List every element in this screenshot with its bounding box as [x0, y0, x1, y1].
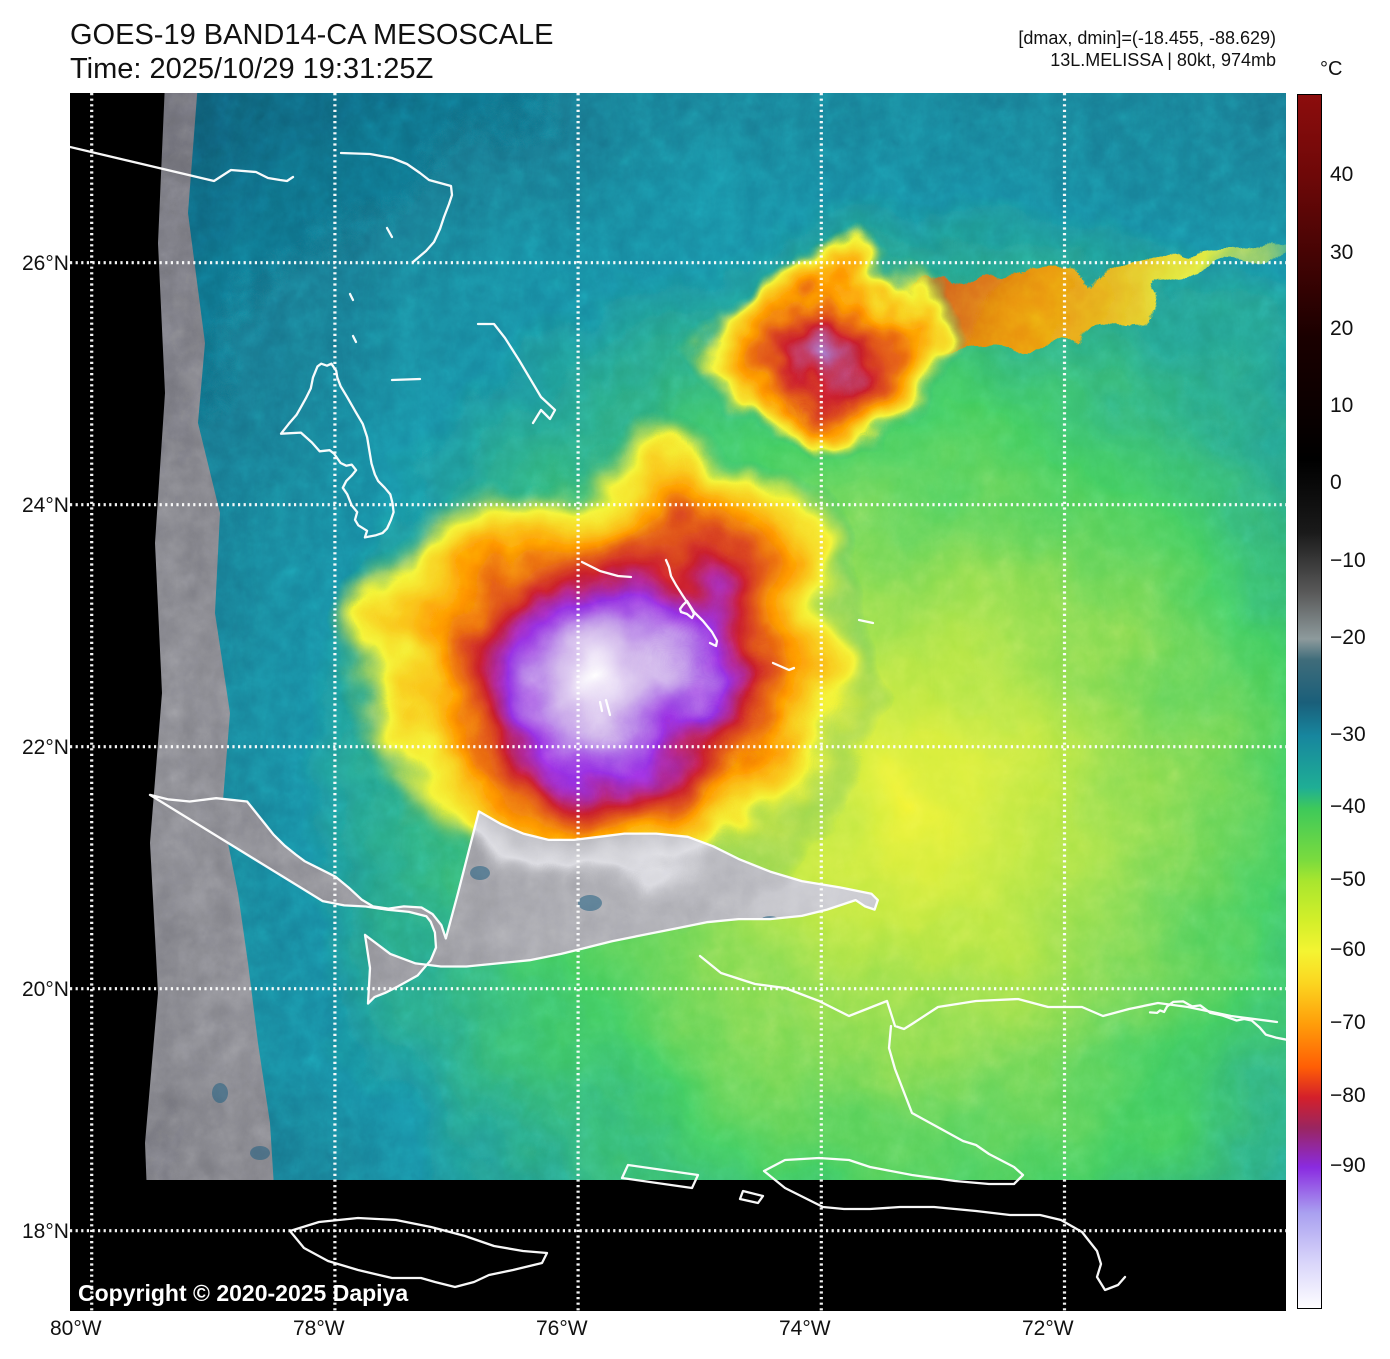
svg-text:Copyright © 2020-2025 Dapiya: Copyright © 2020-2025 Dapiya — [78, 1280, 408, 1306]
